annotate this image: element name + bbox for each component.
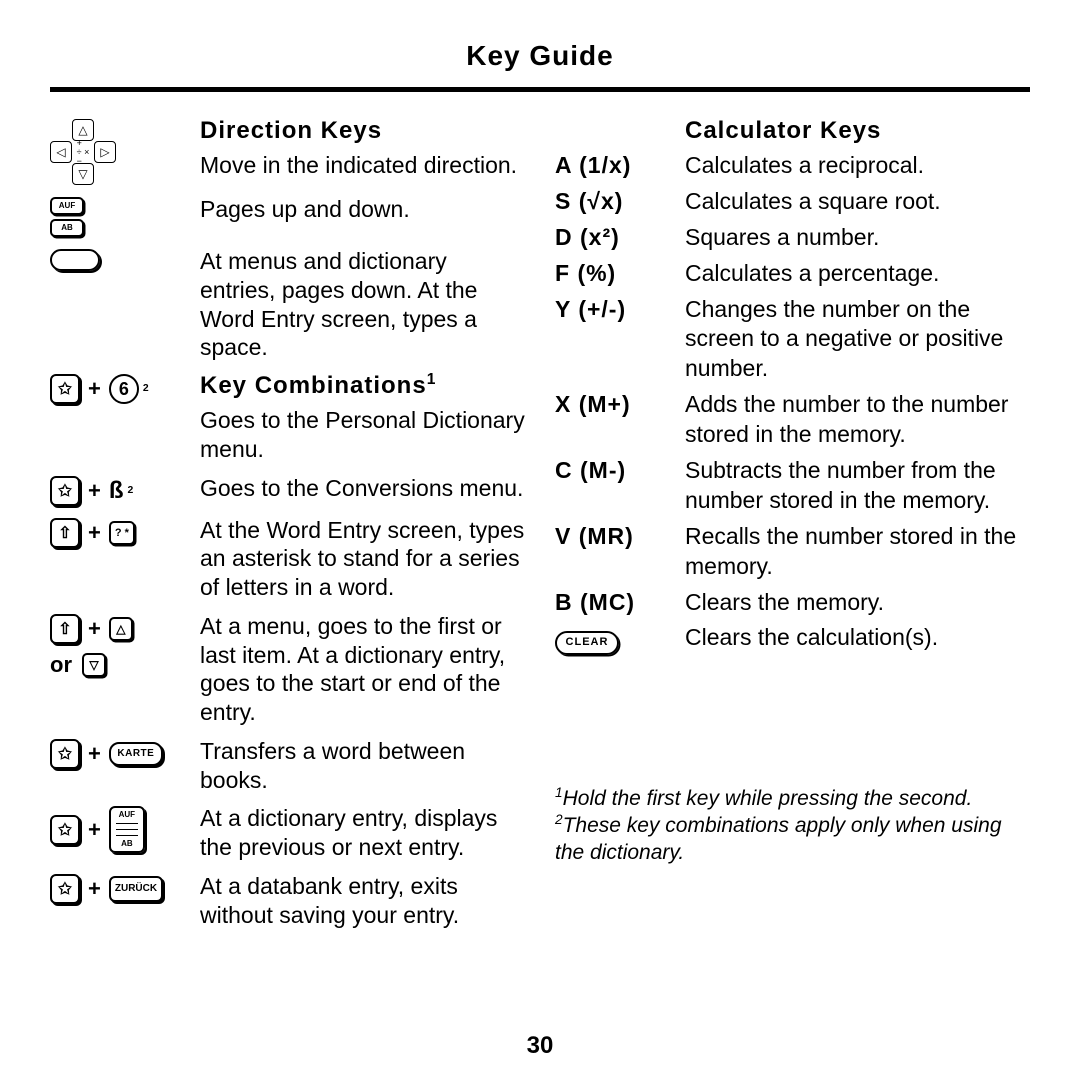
six-key-icon: 6 xyxy=(109,374,139,404)
calc-row: S (√x)Calculates a square root. xyxy=(555,187,1030,217)
star-key-icon: ✩ xyxy=(50,874,80,904)
footnote-1: Hold the first key while pressing the se… xyxy=(563,787,973,810)
clear-desc: Clears the calculation(s). xyxy=(685,623,1030,653)
left-column: △ ▽ ◁ ▷ +÷ ×− Direction Keys Move in the… xyxy=(50,117,525,939)
spacebar-icon xyxy=(50,249,100,271)
kc4-desc: At a menu, goes to the first or last ite… xyxy=(200,612,525,727)
footnote-2: These key combinations apply only when u… xyxy=(555,814,1002,864)
pages-entry: AUF AB Pages up and down. xyxy=(50,195,525,237)
kc6-entry: ✩ + AUF AB At a dictionary entry, displa… xyxy=(50,804,525,862)
star-key-icon: ✩ xyxy=(50,739,80,769)
kc2-entry: ✩ + ß2 Goes to the Conversions menu. xyxy=(50,474,525,506)
dk1-desc: Move in the indicated direction. xyxy=(200,151,517,180)
down-arrow-icon: ▽ xyxy=(82,653,106,677)
kc1-desc: Goes to the Personal Dictionary menu. xyxy=(200,406,525,464)
up-arrow-icon: △ xyxy=(109,617,133,641)
divider xyxy=(50,87,1030,92)
page-keys-icon: AUF AB xyxy=(50,197,84,237)
direction-keys-section: △ ▽ ◁ ▷ +÷ ×− Direction Keys Move in the… xyxy=(50,117,525,185)
calc-row: CLEAR Clears the calculation(s). xyxy=(555,623,1030,654)
kc6-desc: At a dictionary entry, displays the prev… xyxy=(200,804,525,862)
star-key-icon: ✩ xyxy=(50,476,80,506)
or-label: or xyxy=(50,652,78,678)
calc-row: F (%)Calculates a percentage. xyxy=(555,259,1030,289)
calculator-keys-heading: Calculator Keys xyxy=(685,117,1030,145)
dk3-desc: At menus and dictionary entries, pages d… xyxy=(200,247,525,362)
pagekeys-icon: AUF AB xyxy=(109,806,145,853)
right-column: Calculator Keys A (1/x)Calculates a reci… xyxy=(555,117,1030,939)
kc5-desc: Transfers a word between books. xyxy=(200,737,525,795)
direction-keys-heading: Direction Keys xyxy=(200,117,517,145)
dpad-icon: △ ▽ ◁ ▷ +÷ ×− xyxy=(50,119,116,185)
calc-row: D (x²)Squares a number. xyxy=(555,223,1030,253)
karte-key-icon: KARTE xyxy=(109,742,163,766)
kc1-entry: ✩ + 62 Key Combinations1 Goes to the Per… xyxy=(50,372,525,464)
calc-row: X (M+)Adds the number to the number stor… xyxy=(555,390,1030,450)
calc-row: A (1/x)Calculates a reciprocal. xyxy=(555,151,1030,181)
star-key-icon: ✩ xyxy=(50,374,80,404)
zuruck-key-icon: ZURÜCK xyxy=(109,876,163,902)
kc3-desc: At the Word Entry screen, types an aster… xyxy=(200,516,525,602)
star-key-icon: ✩ xyxy=(50,815,80,845)
kc2-desc: Goes to the Conversions menu. xyxy=(200,474,523,503)
calc-row: C (M-)Subtracts the number from the numb… xyxy=(555,456,1030,516)
kc5-entry: ✩ + KARTE Transfers a word between books… xyxy=(50,737,525,795)
page: Key Guide △ ▽ ◁ ▷ +÷ ×− Direction Keys M… xyxy=(0,0,1080,1080)
calc-row: V (MR)Recalls the number stored in the m… xyxy=(555,522,1030,582)
beta-key-icon: ß xyxy=(109,477,124,505)
columns: △ ▽ ◁ ▷ +÷ ×− Direction Keys Move in the… xyxy=(50,117,1030,939)
footnotes: 1Hold the first key while pressing the s… xyxy=(555,785,1030,867)
page-number: 30 xyxy=(0,1032,1080,1060)
shift-key-icon: ⇧ xyxy=(50,518,80,548)
calc-row: B (MC)Clears the memory. xyxy=(555,588,1030,618)
kc7-desc: At a databank entry, exits without savin… xyxy=(200,872,525,930)
kc3-entry: ⇧ + ? * At the Word Entry screen, types … xyxy=(50,516,525,602)
key-combinations-heading: Key Combinations1 xyxy=(200,372,525,400)
dk2-desc: Pages up and down. xyxy=(200,195,410,224)
calc-row: Y (+/-)Changes the number on the screen … xyxy=(555,295,1030,385)
clear-key-icon: CLEAR xyxy=(555,631,619,655)
kc4-entry: ⇧ + △ or ▽ At a menu, goes to the first … xyxy=(50,612,525,727)
page-title: Key Guide xyxy=(50,40,1030,72)
space-entry: At menus and dictionary entries, pages d… xyxy=(50,247,525,362)
kc7-entry: ✩ + ZURÜCK At a databank entry, exits wi… xyxy=(50,872,525,930)
shift-key-icon: ⇧ xyxy=(50,614,80,644)
question-key-icon: ? * xyxy=(109,521,135,545)
